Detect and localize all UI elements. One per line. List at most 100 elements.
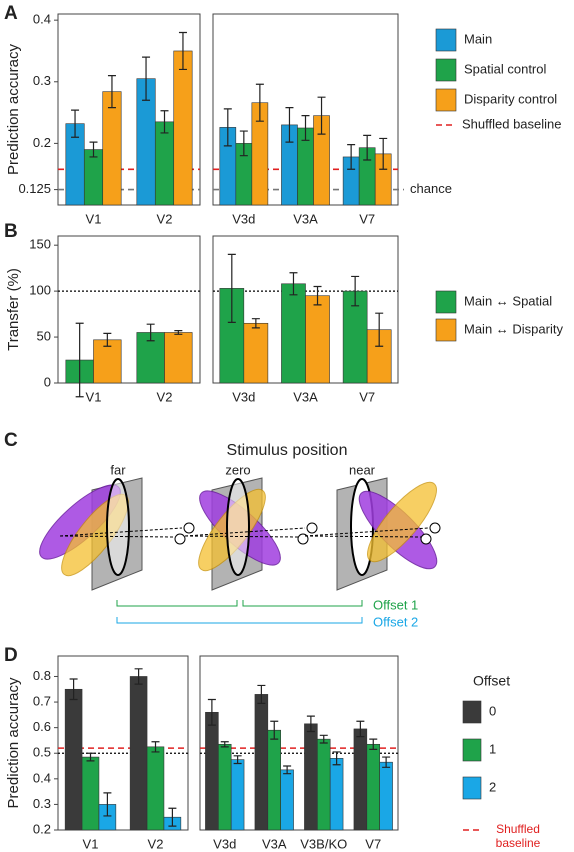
bar (205, 711, 219, 831)
y-tick-label: 0.125 (18, 181, 51, 196)
offset-bracket (116, 617, 363, 624)
legend-swatch (435, 290, 457, 314)
axes-frame (57, 655, 189, 831)
y-tick-label: 0.2 (33, 821, 51, 836)
legend-swatch (435, 58, 457, 82)
sight-line (184, 527, 306, 537)
x-tick-label: V1 (83, 836, 99, 851)
error-bar (369, 738, 378, 750)
error-bar (317, 96, 326, 135)
error-bar (178, 31, 187, 71)
x-tick-label: V1 (86, 211, 102, 226)
sight-line (304, 535, 422, 538)
bar (366, 743, 380, 831)
position-label: far (110, 462, 126, 477)
y-axis-label: Prediction accuracy (5, 677, 22, 808)
legend-label: Disparity control (464, 91, 557, 106)
error-bar (207, 698, 216, 726)
y-tick-label: 0.3 (33, 73, 51, 88)
error-bar (103, 792, 112, 817)
error-bar (313, 285, 322, 306)
error-bar (174, 330, 183, 335)
x-tick-label: V2 (157, 389, 173, 404)
bar (83, 149, 104, 206)
bar (230, 759, 245, 831)
offset-label: Offset 2 (373, 614, 418, 629)
x-tick-label: V2 (157, 211, 173, 226)
error-bar (227, 253, 236, 323)
position-label: zero (225, 462, 250, 477)
x-tick-label: V3d (232, 211, 255, 226)
legend-label: Shuffled baseline (462, 116, 562, 131)
bar (317, 738, 331, 831)
y-tick-label: 0.7 (33, 693, 51, 708)
axes-frame (199, 655, 399, 831)
bar (154, 121, 175, 206)
y-tick-label: 0.6 (33, 719, 51, 734)
error-bar (103, 332, 112, 347)
legend-title: Offset (473, 673, 510, 689)
legend-swatch (435, 318, 457, 342)
axes-frame (57, 13, 201, 206)
y-axis-label: Transfer (%) (5, 268, 22, 351)
error-bar (239, 130, 248, 157)
panel-label: B (4, 221, 18, 242)
sight-line (59, 527, 183, 537)
bar (93, 339, 122, 384)
error-bar (89, 141, 98, 158)
error-bar (270, 720, 279, 740)
legend-swatch (462, 738, 482, 762)
error-bar (301, 115, 310, 141)
error-bar (255, 83, 264, 122)
eye (420, 533, 432, 545)
x-tick-label: V3d (232, 389, 255, 404)
error-bar (379, 137, 388, 170)
x-tick-label: V7 (365, 836, 381, 851)
x-tick-label: V3A (262, 836, 287, 851)
sight-line (59, 535, 176, 538)
white-ellipse (106, 478, 130, 576)
error-bar (223, 108, 232, 147)
orange-ellipse (367, 481, 437, 563)
error-bar (356, 720, 365, 738)
error-bar (146, 323, 155, 342)
eye (174, 533, 186, 545)
eye (183, 522, 195, 534)
white-ellipse (226, 478, 250, 576)
offset-bracket (116, 600, 363, 607)
x-tick-label: V1 (86, 389, 102, 404)
y-tick-label: 0.4 (33, 12, 51, 27)
y-axis-label: Prediction accuracy (5, 44, 22, 175)
error-bar (160, 110, 169, 134)
error-bar (107, 75, 116, 109)
error-bar (285, 107, 294, 143)
y-tick-label: 100 (29, 283, 51, 298)
bar (164, 332, 193, 384)
bar (304, 723, 318, 831)
error-bar (151, 741, 160, 753)
legend-label: Main (464, 31, 492, 46)
bar (305, 295, 330, 384)
y-tick-label: 0.8 (33, 668, 51, 683)
bar (280, 769, 294, 831)
error-bar (69, 678, 78, 701)
x-tick-label: V3A (293, 211, 318, 226)
panel-label: A (4, 3, 18, 24)
stimulus-near: near (304, 462, 441, 591)
panel-label: D (4, 645, 18, 666)
x-tick-label: V3A (293, 389, 318, 404)
error-bar (347, 144, 356, 170)
legend-label: 2 (489, 779, 496, 794)
error-bar (251, 318, 260, 329)
error-bar (168, 807, 177, 827)
y-tick-label: 0.5 (33, 745, 51, 760)
bar (281, 283, 306, 384)
sight-line (184, 535, 299, 538)
error-bar (306, 715, 315, 733)
bar (64, 688, 83, 831)
bar (329, 758, 344, 831)
legend-swatch (462, 700, 482, 724)
bar (129, 676, 148, 831)
